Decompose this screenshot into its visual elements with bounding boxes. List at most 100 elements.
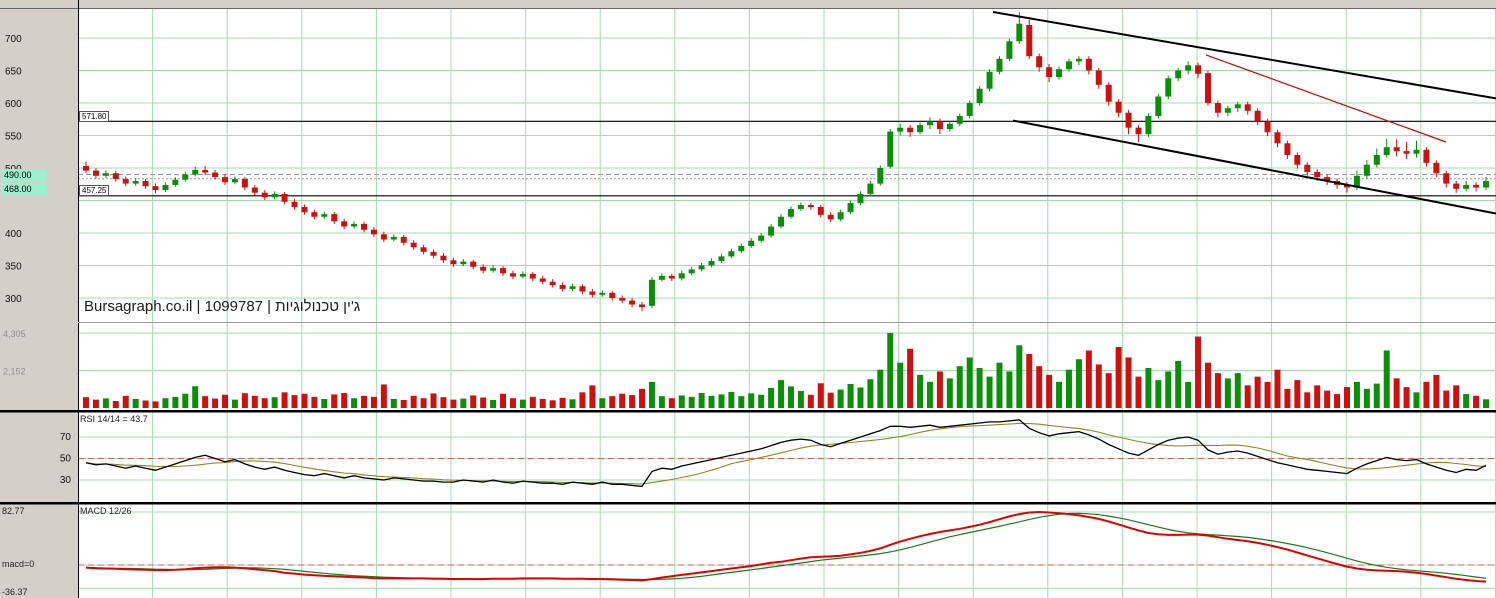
- volume-bar: [509, 398, 516, 408]
- volume-rsi-separator: [0, 410, 1496, 413]
- rsi-smooth-line: [85, 422, 1487, 485]
- volume-bar: [589, 385, 596, 408]
- candle-body: [877, 168, 884, 184]
- volume-bar: [361, 395, 368, 408]
- rsi-indicator-label: RSI 14/14 = 43.7: [80, 414, 148, 424]
- candle-body: [857, 194, 864, 204]
- candle-body: [301, 207, 308, 213]
- macd-min-label: -36.37: [2, 587, 28, 597]
- candle-body: [291, 201, 298, 207]
- macd-signal-line: [85, 512, 1487, 581]
- candle-body: [1443, 173, 1450, 184]
- volume-bar: [1304, 392, 1311, 408]
- volume-bar: [678, 395, 685, 408]
- volume-bar: [112, 401, 119, 408]
- volume-bar: [787, 386, 794, 408]
- volume-bar: [301, 393, 308, 408]
- volume-bar: [291, 395, 298, 408]
- trendlines-group: [992, 11, 1496, 215]
- volume-bar: [1423, 381, 1430, 408]
- volume-bar: [1165, 371, 1172, 408]
- volume-bar: [768, 387, 775, 408]
- candle-body: [410, 242, 417, 248]
- watermark: Bursagraph.co.il | 1099787 | ג'ין טכנולו…: [84, 298, 361, 315]
- volume-bar: [1095, 364, 1102, 408]
- candle-body: [1363, 164, 1370, 176]
- volume-bar: [1026, 353, 1033, 408]
- candle-body: [529, 273, 536, 279]
- volume-bar: [261, 398, 268, 408]
- candle-body: [400, 236, 407, 243]
- candle-body: [460, 261, 467, 265]
- candle-body: [1234, 104, 1241, 109]
- volume-bar: [271, 397, 278, 408]
- candle-body: [966, 103, 973, 116]
- candle-body: [132, 181, 139, 184]
- rsi-line: [85, 419, 1487, 488]
- candle-body: [271, 194, 278, 198]
- volume-bar: [192, 386, 199, 408]
- candle-body: [1413, 149, 1420, 154]
- volume-bar: [311, 396, 318, 408]
- volume-bar: [380, 384, 387, 408]
- volume-bar: [1056, 381, 1063, 408]
- volume-bar: [1363, 388, 1370, 408]
- volume-bars-group: [83, 333, 1489, 408]
- candle-body: [390, 236, 397, 240]
- price-marker-490: 490.00: [1, 169, 47, 182]
- volume-bar: [857, 387, 864, 408]
- candle-body: [1115, 101, 1122, 113]
- candle-body: [778, 216, 785, 227]
- candle-body: [668, 275, 675, 279]
- candle-body: [122, 179, 129, 184]
- volume-bar: [698, 393, 705, 408]
- volume-bar: [529, 396, 536, 408]
- candles-group: [83, 12, 1489, 311]
- guide-lines: [78, 174, 1496, 180]
- volume-bar: [569, 399, 576, 408]
- axis-tick-label: 350: [5, 262, 22, 273]
- candle-body: [1165, 78, 1172, 97]
- volume-bar: [152, 401, 159, 408]
- left-axis-margin: [0, 0, 78, 598]
- volume-bar: [639, 388, 646, 408]
- candle-body: [92, 170, 99, 176]
- candle-body: [1453, 183, 1460, 189]
- volume-bar: [122, 395, 129, 408]
- volume-bar: [370, 396, 377, 408]
- candle-body: [738, 246, 745, 252]
- axis-tick-label: 30: [60, 475, 72, 486]
- candle-body: [1006, 41, 1013, 59]
- volume-bar: [877, 369, 884, 408]
- volume-bar: [887, 333, 894, 408]
- candle-body: [1403, 151, 1410, 154]
- candle-body: [887, 131, 894, 167]
- volume-bar: [629, 395, 636, 408]
- candle-body: [231, 179, 238, 183]
- volume-bar: [1234, 373, 1241, 408]
- volume-bar: [1016, 345, 1023, 408]
- candle-body: [1473, 184, 1480, 188]
- axis-tick-label: 2,152: [3, 367, 26, 377]
- candle-body: [579, 286, 586, 292]
- axis-tick-label: 300: [5, 294, 22, 305]
- rsi-macd-separator: [0, 502, 1496, 505]
- volume-bar: [142, 400, 149, 408]
- macd-zero-label: macd=0: [2, 559, 35, 569]
- volume-bar: [996, 362, 1003, 408]
- volume-bar: [1314, 385, 1321, 408]
- volume-bar: [1254, 376, 1261, 408]
- candle-body: [251, 187, 258, 193]
- candle-body: [102, 173, 109, 176]
- macd-indicator-label: MACD 12/26: [80, 506, 132, 516]
- volume-bar: [1195, 336, 1202, 408]
- candle-body: [1353, 175, 1360, 188]
- axis-tick-label: 50: [60, 454, 72, 465]
- volume-bar: [430, 393, 437, 408]
- candle-body: [470, 261, 477, 267]
- candle-body: [549, 281, 556, 285]
- volume-bar: [907, 348, 914, 408]
- candle-body: [1483, 181, 1489, 188]
- candle-body: [480, 266, 487, 271]
